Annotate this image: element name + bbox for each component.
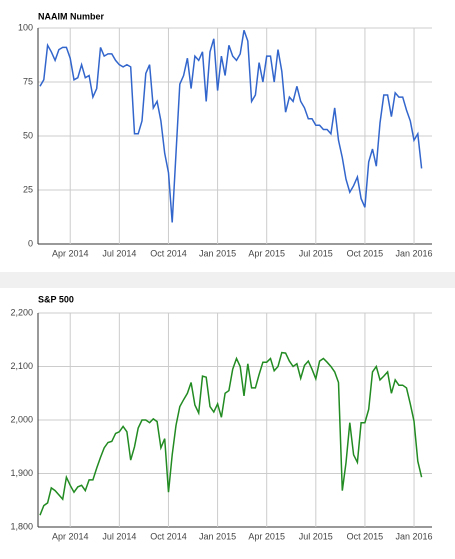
y-tick-label: 2,200 [10, 307, 33, 317]
x-tick-label: Jul 2014 [102, 248, 136, 258]
x-tick-label: Jul 2014 [102, 531, 136, 541]
x-tick-label: Oct 2015 [347, 248, 384, 258]
y-tick-label: 75 [23, 76, 33, 86]
x-tick-label: Jan 2015 [199, 248, 236, 258]
chart-title: NAAIM Number [38, 11, 104, 21]
x-tick-label: Jul 2015 [299, 248, 333, 258]
x-tick-label: Oct 2014 [150, 531, 187, 541]
y-tick-label: 2,000 [10, 414, 33, 424]
y-tick-label: 1,800 [10, 521, 33, 531]
chart-title: S&P 500 [38, 294, 74, 304]
y-tick-label: 1,900 [10, 468, 33, 478]
x-tick-label: Oct 2015 [347, 531, 384, 541]
x-tick-label: Oct 2014 [150, 248, 187, 258]
data-line [39, 351, 423, 516]
x-tick-label: Jan 2015 [199, 531, 236, 541]
x-tick-label: Apr 2014 [52, 531, 89, 541]
x-tick-label: Jan 2016 [396, 531, 433, 541]
data-line [39, 29, 423, 223]
separator [0, 272, 455, 288]
x-tick-label: Jan 2016 [396, 248, 433, 258]
y-tick-label: 2,100 [10, 361, 33, 371]
x-tick-label: Apr 2014 [52, 248, 89, 258]
x-tick-label: Jul 2015 [299, 531, 333, 541]
x-tick-label: Apr 2015 [248, 248, 285, 258]
y-tick-label: 50 [23, 130, 33, 140]
y-tick-label: 0 [28, 238, 33, 248]
y-tick-label: 100 [18, 22, 33, 32]
x-tick-label: Apr 2015 [248, 531, 285, 541]
y-tick-label: 25 [23, 184, 33, 194]
